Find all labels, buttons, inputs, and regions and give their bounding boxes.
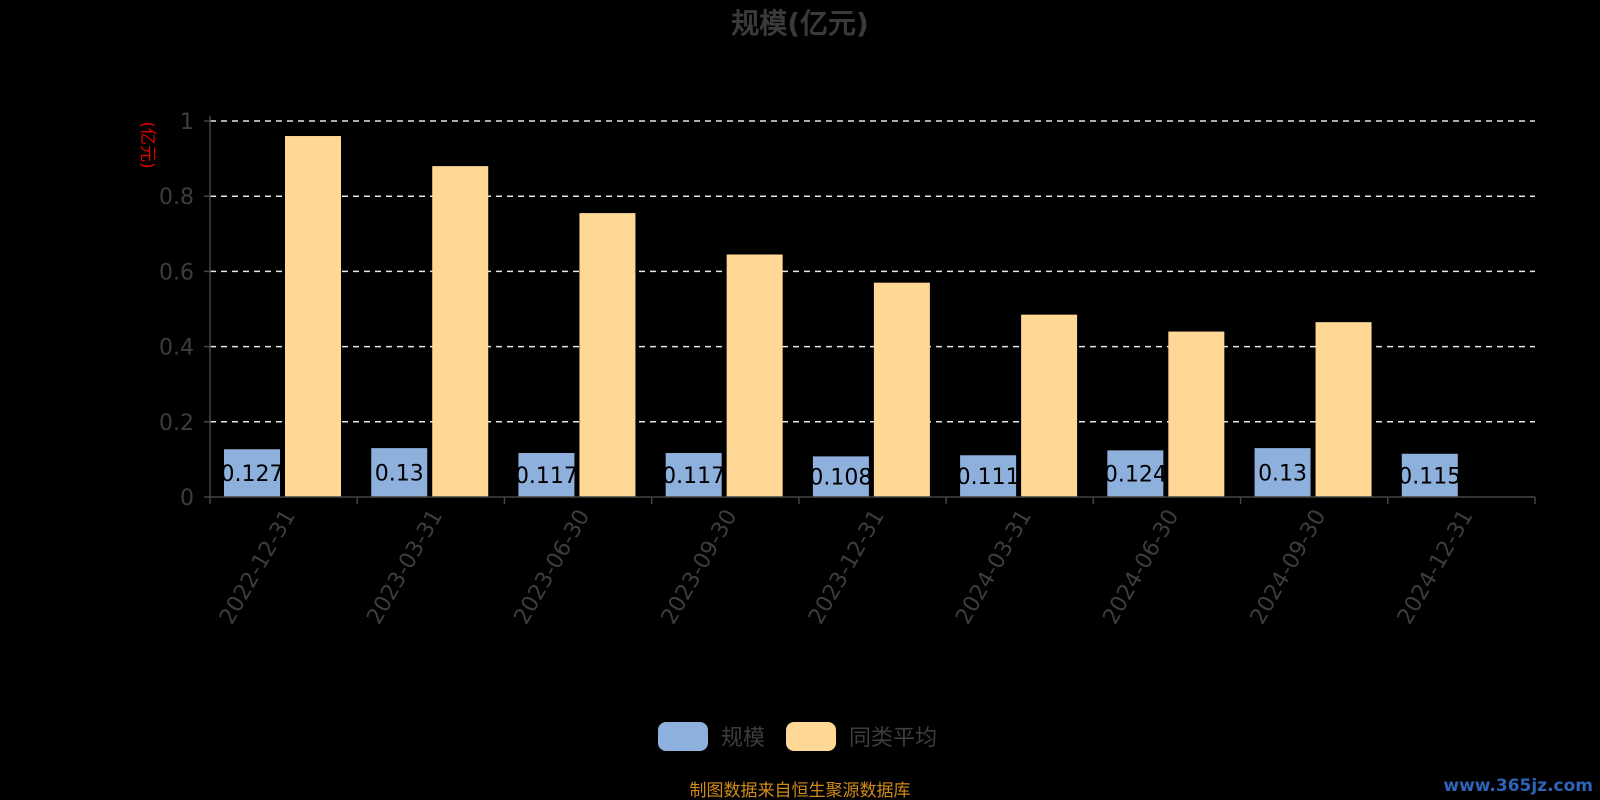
bar [1107,450,1164,497]
gridlines [210,120,1535,423]
bar [1401,453,1458,497]
x-tick-label: 2024-03-31 [951,506,1037,629]
y-axis-ticks: 0 0.2 0.4 0.6 0.8 1 [159,110,210,511]
bar [432,166,489,497]
legend-label: 规模 [721,726,765,751]
legend-swatch [786,722,836,751]
bar [1168,331,1225,497]
data-label: 0.115 [1398,464,1461,489]
y-tick-label: 0.4 [159,336,194,361]
y-tick-label: 1 [180,110,194,135]
bar [665,453,722,497]
bar [812,456,869,497]
data-label: 0.117 [515,464,578,489]
y-tick-label: 0.6 [159,260,194,285]
bar [285,136,341,498]
legend: 规模 同类平均 [658,722,937,751]
bar [579,213,636,497]
bar [224,449,280,497]
data-label: 0.117 [662,464,725,489]
x-tick-label: 2024-09-30 [1246,506,1332,629]
legend-swatch [658,722,708,751]
bar [518,453,575,497]
data-label: 0.13 [375,462,424,487]
bar [960,455,1017,497]
bar [1254,448,1311,497]
data-label: 0.127 [221,462,284,487]
bars [224,136,1458,498]
bar [1021,314,1078,497]
data-label: 0.111 [957,465,1020,490]
bar [726,254,783,497]
y-tick-label: 0.2 [159,411,194,436]
x-tick-label: 2023-09-30 [657,506,743,629]
y-axis-label: (亿元) [137,121,157,168]
source-note: 制图数据来自恒生聚源数据库 [690,781,911,800]
x-tick-label: 2022-12-31 [215,506,301,629]
x-tick-label: 2024-06-30 [1099,506,1185,629]
y-tick-label: 0.8 [159,185,194,210]
data-labels: 0.127 0.13 0.117 0.117 0.108 0.111 0.124 0.13 0.… [221,462,1462,491]
data-label: 0.13 [1258,462,1307,487]
chart-title: 规模(亿元) [731,7,869,40]
legend-label: 同类平均 [849,726,937,751]
bar [1315,322,1372,497]
data-label: 0.108 [809,466,872,491]
bar [873,282,930,497]
x-tick-label: 2024-12-31 [1393,506,1479,629]
x-tick-label: 2023-12-31 [804,506,890,629]
axes [209,116,1536,504]
x-tick-label: 2023-03-31 [362,506,448,629]
y-tick-label: 0 [180,486,194,511]
data-label: 0.124 [1104,463,1167,488]
x-tick-label: 2023-06-30 [510,506,596,629]
x-axis-ticks: 2022-12-31 2023-03-31 2023-06-30 2023-09-30… [215,506,1478,629]
watermark: www.365jz.com [1443,776,1593,796]
bar [371,448,428,497]
